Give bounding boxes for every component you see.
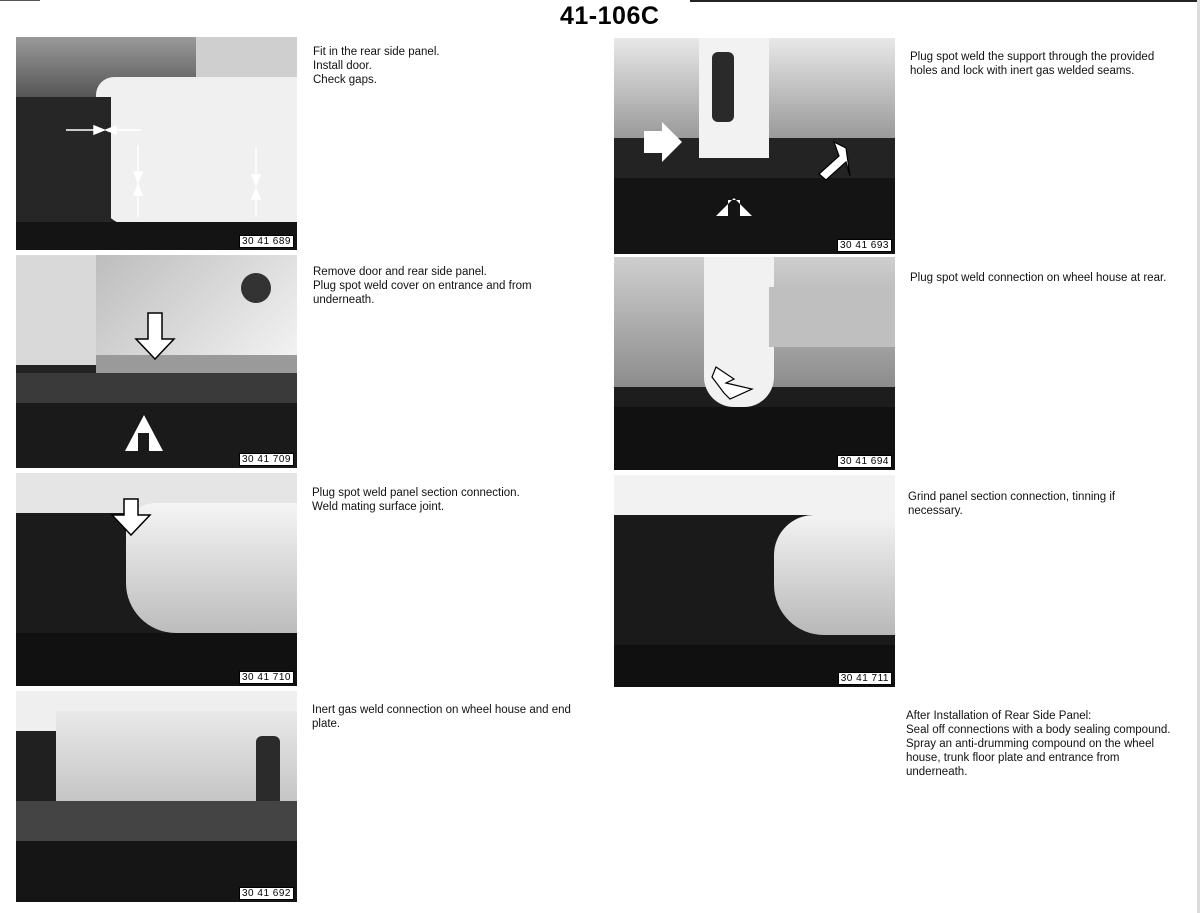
- step-line: Check gaps.: [313, 74, 377, 86]
- step-line: Plug spot weld panel section connection.: [312, 487, 520, 499]
- photo-wheel-house-weld: 30 41 692: [16, 691, 297, 902]
- photo-entrance-spot-weld: 30 41 709: [16, 255, 297, 468]
- final-note-line: Seal off connections with a body sealing…: [906, 724, 1171, 736]
- photo-rear-side-panel-fit: 30 41 689: [16, 37, 297, 250]
- final-note: After Installation of Rear Side Panel: S…: [906, 709, 1176, 779]
- step-text: Plug spot weld the support through the p…: [910, 50, 1170, 78]
- arrow-icon: [110, 498, 152, 537]
- photo-code: 30 41 689: [239, 235, 294, 248]
- step-line: Inert gas weld connection on wheel house…: [312, 704, 571, 730]
- photo-support-plug-weld: 30 41 693: [614, 38, 895, 254]
- step-line: Plug spot weld cover on entrance and fro…: [313, 280, 532, 306]
- arrow-icon: [644, 122, 851, 216]
- arrow-icon: [125, 312, 176, 451]
- step-text: Fit in the rear side panel. Install door…: [313, 45, 573, 87]
- top-rule: [690, 0, 1200, 2]
- step-text: Inert gas weld connection on wheel house…: [312, 703, 572, 731]
- step-line: Weld mating surface joint.: [312, 501, 445, 513]
- step-line: Grind panel section connection, tinning …: [908, 491, 1116, 517]
- step-line: Plug spot weld the support through the p…: [910, 51, 1155, 77]
- step-text: Plug spot weld panel section connection.…: [312, 486, 572, 514]
- step-text: Plug spot weld connection on wheel house…: [910, 271, 1170, 285]
- page-edge: [1197, 0, 1200, 913]
- step-line: Remove door and rear side panel.: [313, 266, 487, 278]
- arrow-icon: [711, 366, 754, 400]
- photo-code: 30 41 711: [837, 672, 892, 685]
- photo-panel-section-connection: 30 41 710: [16, 473, 297, 686]
- photo-code: 30 41 692: [239, 887, 294, 900]
- step-text: Remove door and rear side panel. Plug sp…: [313, 265, 573, 307]
- top-rule-left: [0, 0, 40, 1]
- final-note-line: Spray an anti-drumming compound on the w…: [906, 738, 1155, 778]
- step-line: Fit in the rear side panel.: [313, 46, 440, 58]
- step-text: Grind panel section connection, tinning …: [908, 490, 1168, 518]
- page-title: 41-106C: [560, 2, 660, 30]
- step-line: Plug spot weld connection on wheel house…: [910, 272, 1167, 284]
- photo-code: 30 41 694: [837, 455, 892, 468]
- gap-arrows-icon: [66, 124, 262, 217]
- step-line: Install door.: [313, 60, 372, 72]
- photo-code: 30 41 709: [239, 453, 294, 466]
- photo-code: 30 41 710: [239, 671, 294, 684]
- final-note-heading: After Installation of Rear Side Panel:: [906, 710, 1092, 722]
- photo-wheel-house-rear: 30 41 694: [614, 257, 895, 470]
- photo-code: 30 41 693: [837, 239, 892, 252]
- photo-grind-connection: 30 41 711: [614, 475, 895, 687]
